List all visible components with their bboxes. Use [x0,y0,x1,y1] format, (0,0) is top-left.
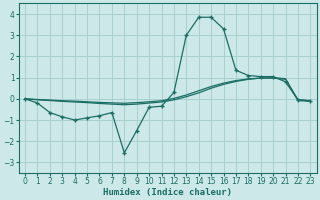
X-axis label: Humidex (Indice chaleur): Humidex (Indice chaleur) [103,188,232,197]
